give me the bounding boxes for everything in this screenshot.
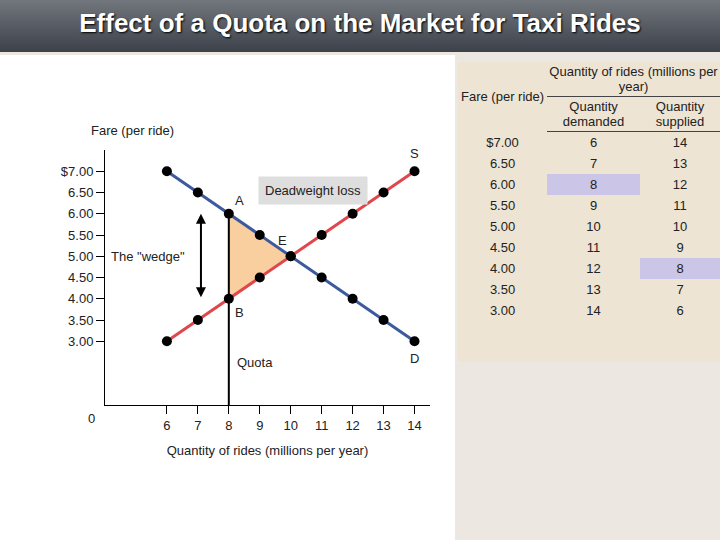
html-text:3.50: 3.50	[489, 282, 516, 297]
html-text:5.50: 5.50	[489, 198, 516, 213]
html-text:13: 13	[586, 282, 601, 297]
html-text:10: 10	[672, 219, 688, 234]
svg-text:5.50: 5.50	[68, 228, 93, 243]
svg-text:9: 9	[256, 418, 263, 433]
html-text:Quantity supplied: Quantity supplied	[655, 99, 705, 129]
html-text:14: 14	[672, 135, 688, 150]
html-text:12: 12	[672, 177, 688, 192]
html-text:13: 13	[672, 156, 688, 171]
svg-text:11: 11	[315, 418, 329, 433]
html-text:4.50: 4.50	[489, 240, 516, 255]
html-text:12: 12	[586, 261, 601, 276]
svg-text:5.00: 5.00	[68, 249, 93, 264]
svg-text:7: 7	[194, 418, 201, 433]
html-text:7: 7	[589, 156, 598, 171]
svg-text:Fare (per ride): Fare (per ride)	[91, 123, 174, 138]
svg-text:13: 13	[376, 418, 390, 433]
html-text:8: 8	[589, 177, 598, 192]
html-text:14: 14	[586, 303, 601, 318]
svg-text:6.00: 6.00	[68, 206, 93, 221]
html-text:8: 8	[676, 261, 684, 276]
html-text:7: 7	[676, 282, 684, 297]
html-text:9: 9	[589, 198, 598, 213]
svg-text:E: E	[278, 233, 287, 248]
html-text:11: 11	[673, 198, 687, 213]
svg-text:S: S	[410, 146, 419, 161]
html-text:5.00: 5.00	[489, 219, 516, 234]
svg-text:4.00: 4.00	[68, 291, 93, 306]
html-text:Fare (per ride): Fare (per ride)	[461, 89, 545, 105]
html-text:6.50: 6.50	[489, 156, 516, 171]
html-text:6: 6	[676, 303, 684, 318]
svg-text:10: 10	[283, 418, 297, 433]
svg-text:0: 0	[88, 411, 95, 426]
html-text:9: 9	[676, 240, 684, 255]
svg-text:B: B	[235, 305, 244, 320]
html-text:6.00: 6.00	[489, 177, 516, 192]
svg-text:Quota: Quota	[237, 355, 273, 370]
svg-text:4.50: 4.50	[68, 270, 93, 285]
svg-text:D: D	[410, 351, 419, 366]
html-text:11: 11	[586, 240, 601, 255]
html-text:Quantity of rides (millions pe: Quantity of rides (millions per year)	[549, 64, 718, 94]
svg-text:3.00: 3.00	[68, 334, 93, 349]
svg-text:3.50: 3.50	[68, 313, 93, 328]
html-text:3.00: 3.00	[489, 303, 516, 318]
svg-text:14: 14	[407, 418, 421, 433]
html-text:Quantity demanded: Quantity demanded	[562, 99, 625, 129]
html-text:4.00: 4.00	[489, 261, 516, 276]
svg-text:A: A	[235, 193, 244, 208]
svg-text:Deadweight loss: Deadweight loss	[265, 183, 361, 198]
svg-text:6.50: 6.50	[68, 185, 93, 200]
html-text:10: 10	[586, 219, 601, 234]
html-text:$7.00: $7.00	[486, 134, 519, 150]
svg-text:8: 8	[225, 418, 232, 433]
svg-text:12: 12	[345, 418, 359, 433]
svg-text:The "wedge": The "wedge"	[111, 249, 185, 264]
svg-text:6: 6	[163, 418, 170, 433]
html-text:Effect of a Quota on the Marke: Effect of a Quota on the Market for Taxi…	[79, 8, 641, 38]
html-text:6: 6	[589, 135, 598, 150]
svg-text:Quantity of rides (millions pe: Quantity of rides (millions per year)	[167, 443, 369, 458]
svg-text:$7.00: $7.00	[61, 164, 94, 179]
